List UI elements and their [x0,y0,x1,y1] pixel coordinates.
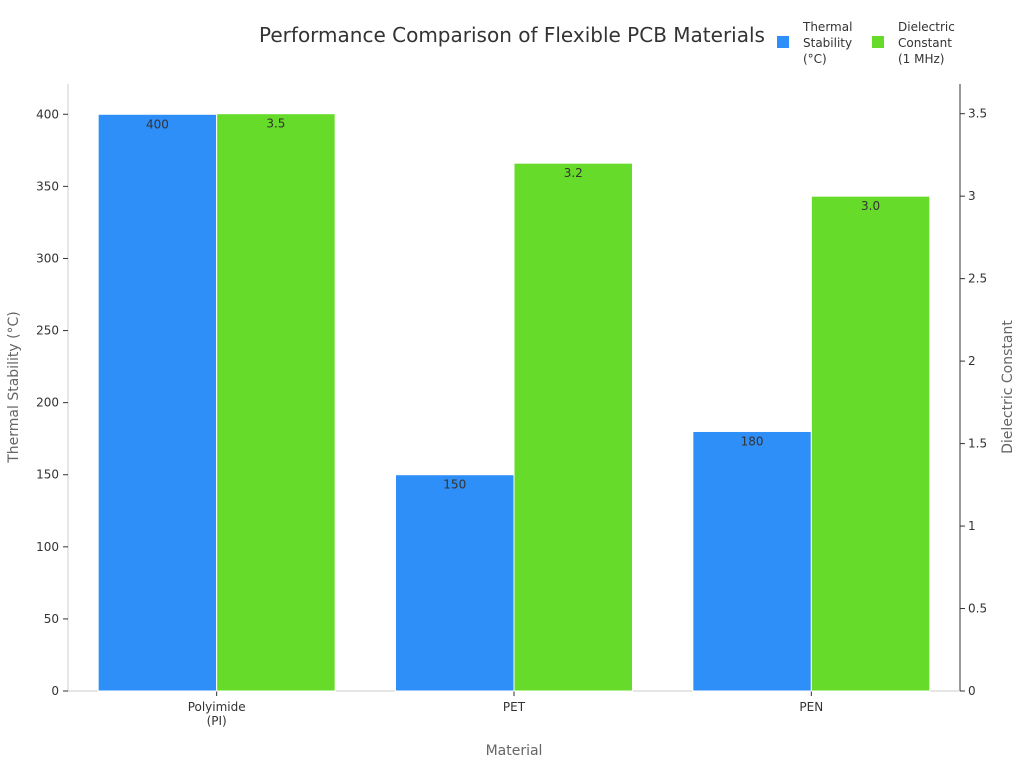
y-tick-label: 300 [36,251,59,265]
x-tick-label: (PI) [207,714,227,728]
data-label: 3.0 [861,199,880,213]
data-label: 180 [741,434,764,448]
y2-axis-label: Dielectric Constant [1000,320,1016,454]
y-tick-label: 350 [36,179,59,193]
x-axis-label: Material [486,743,543,759]
y2-tick-label: 0 [968,684,976,698]
chart-title: Performance Comparison of Flexible PCB M… [259,23,765,47]
y-tick-label: 400 [36,107,59,121]
y2-tick-label: 2 [968,354,976,368]
legend-label: Dielectric [898,20,955,34]
bar-thermal [395,474,515,692]
data-label: 3.2 [564,166,583,180]
y2-tick-label: 0.5 [968,602,987,616]
legend-label: Thermal [802,20,852,34]
legend-label: Constant [898,36,952,50]
bar-dielectric [810,195,931,692]
y-tick-label: 150 [36,468,59,482]
y2-tick-label: 3.5 [968,107,987,121]
x-tick-label: PEN [799,700,823,714]
legend-label: (1 MHz) [898,52,945,66]
data-label: 150 [443,478,466,492]
y-tick-label: 250 [36,324,59,338]
y-tick-label: 200 [36,396,59,410]
x-tick-label: Polyimide [188,700,246,714]
y2-tick-label: 3 [968,189,976,203]
legend-swatch [777,36,789,48]
legend-label: (°C) [803,52,827,66]
y-tick-label: 0 [51,684,59,698]
data-label: 3.5 [266,117,285,131]
bar-dielectric [216,113,336,692]
y2-tick-label: 2.5 [968,272,987,286]
y2-tick-label: 1.5 [968,437,987,451]
data-label: 400 [146,117,169,131]
bar-dielectric [513,162,633,692]
x-tick-label: PET [503,700,526,714]
y-axis-label: Thermal Stability (°C) [6,311,22,464]
legend-swatch [872,36,884,48]
y-tick-label: 100 [36,540,59,554]
bar-thermal [692,430,812,692]
y2-tick-label: 1 [968,519,976,533]
y-tick-label: 50 [44,612,59,626]
legend-label: Stability [803,36,852,50]
bar-thermal [97,113,218,692]
legend: Thermal Stability (°C) Dielectric Constant (1… [777,20,955,66]
